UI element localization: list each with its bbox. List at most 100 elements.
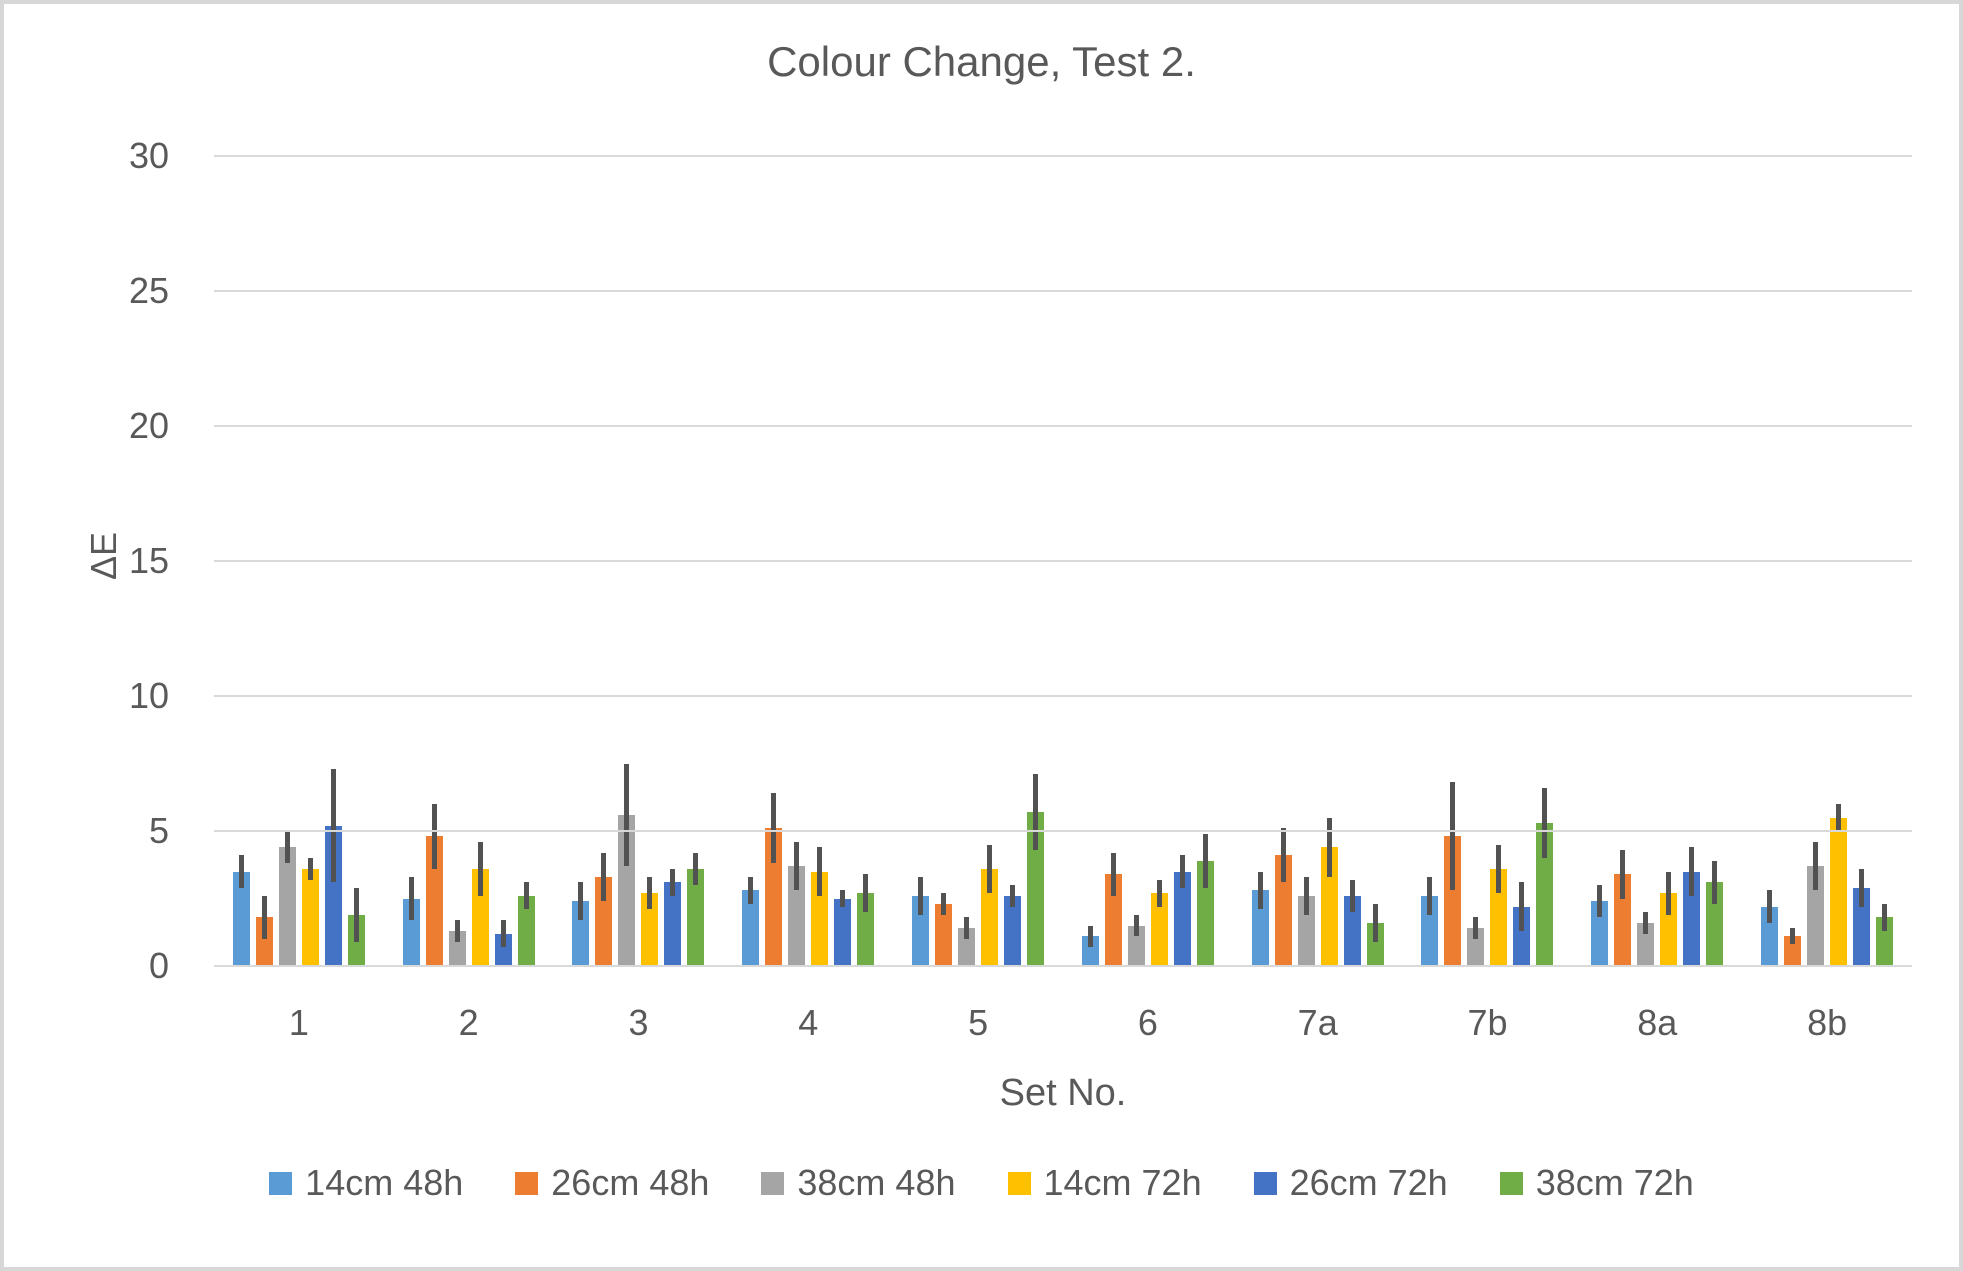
barwrap-14cm-72h-set-8b <box>1830 156 1848 966</box>
error-bar-26cm-48h-set-7a <box>1280 828 1286 883</box>
legend-label: 26cm 72h <box>1289 1162 1448 1203</box>
bar-14cm-72h-set-2 <box>471 868 489 966</box>
error-bar-26cm-72h-set-7a <box>1349 879 1355 912</box>
error-bar-38cm-48h-set-1 <box>284 831 290 864</box>
barwrap-26cm-48h-set-4 <box>765 156 783 966</box>
bar-14cm-72h-set-5 <box>981 868 999 966</box>
x-tick-label-4: 4 <box>798 1002 819 1043</box>
error-bar-14cm-72h-set-1 <box>307 858 313 880</box>
legend-swatch-icon <box>1499 1171 1523 1195</box>
bar-26cm-48h-set-8a <box>1614 874 1632 966</box>
bar-38cm-72h-set-4 <box>857 893 875 966</box>
y-tick-label-25: 25 <box>128 270 169 311</box>
error-bar-14cm-48h-set-6 <box>1087 925 1093 948</box>
bar-38cm-48h-set-1 <box>278 847 296 966</box>
legend-label: 14cm 48h <box>305 1162 464 1203</box>
error-bar-38cm-72h-set-7a <box>1372 903 1378 942</box>
bar-group-4 <box>723 156 893 966</box>
bar-14cm-48h-set-2 <box>402 898 420 966</box>
bar-38cm-48h-set-5 <box>958 928 976 966</box>
error-bar-38cm-48h-set-8a <box>1643 912 1649 934</box>
error-bar-26cm-48h-set-6 <box>1110 852 1116 896</box>
bar-38cm-72h-set-6 <box>1196 860 1214 966</box>
legend-swatch-icon <box>269 1171 293 1195</box>
bar-14cm-72h-set-1 <box>301 868 319 966</box>
error-bar-14cm-48h-set-3 <box>578 882 584 921</box>
barwrap-38cm-48h-set-7b <box>1467 156 1485 966</box>
bar-38cm-72h-set-7b <box>1536 822 1554 966</box>
y-tick-label-30: 30 <box>128 135 169 176</box>
error-bar-26cm-48h-set-1 <box>261 895 267 939</box>
bar-26cm-48h-set-2 <box>425 836 443 966</box>
error-bar-14cm-72h-set-4 <box>817 847 823 896</box>
error-bar-26cm-72h-set-5 <box>1010 885 1016 907</box>
error-bar-38cm-48h-set-2 <box>454 920 460 942</box>
error-bar-38cm-72h-set-6 <box>1202 833 1208 888</box>
bar-14cm-72h-set-6 <box>1150 893 1168 966</box>
barwrap-26cm-48h-set-5 <box>935 156 953 966</box>
bar-14cm-72h-set-7a <box>1320 847 1338 966</box>
legend-swatch-icon <box>1253 1171 1277 1195</box>
bar-14cm-72h-set-4 <box>811 871 829 966</box>
bar-14cm-48h-set-7a <box>1251 890 1269 966</box>
bar-14cm-48h-set-7b <box>1421 895 1439 966</box>
bar-group-8a <box>1572 156 1742 966</box>
barwrap-14cm-48h-set-8b <box>1761 156 1779 966</box>
error-bar-14cm-48h-set-8a <box>1597 885 1603 918</box>
error-bar-38cm-72h-set-8a <box>1712 860 1718 904</box>
legend-swatch-icon <box>515 1171 539 1195</box>
bar-14cm-72h-set-7b <box>1490 868 1508 966</box>
barwrap-14cm-48h-set-1 <box>232 156 250 966</box>
bar-38cm-72h-set-8b <box>1876 917 1894 966</box>
bar-26cm-72h-set-7b <box>1513 906 1531 966</box>
bar-26cm-72h-set-2 <box>494 933 512 966</box>
barwrap-26cm-72h-set-6 <box>1173 156 1191 966</box>
bar-14cm-48h-set-3 <box>572 901 590 966</box>
bar-14cm-72h-set-8a <box>1660 893 1678 966</box>
legend-swatch-icon <box>1007 1171 1031 1195</box>
bar-26cm-48h-set-7a <box>1274 855 1292 966</box>
barwrap-14cm-72h-set-8a <box>1660 156 1678 966</box>
error-bar-26cm-48h-set-7b <box>1450 782 1456 891</box>
bar-26cm-72h-set-1 <box>324 825 342 966</box>
x-tick-label-7a: 7a <box>1297 1002 1338 1043</box>
x-tick-label-1: 1 <box>288 1002 309 1043</box>
barwrap-14cm-48h-set-4 <box>742 156 760 966</box>
error-bar-38cm-48h-set-3 <box>624 763 630 867</box>
barwrap-38cm-48h-set-2 <box>448 156 466 966</box>
bar-14cm-48h-set-6 <box>1081 936 1099 966</box>
barwrap-14cm-48h-set-3 <box>572 156 590 966</box>
error-bar-26cm-72h-set-8a <box>1689 847 1695 896</box>
bar-14cm-72h-set-8b <box>1830 817 1848 966</box>
error-bar-38cm-48h-set-6 <box>1133 914 1139 937</box>
error-bar-38cm-48h-set-7b <box>1473 917 1479 939</box>
barwrap-38cm-48h-set-6 <box>1127 156 1145 966</box>
legend-item-38cm-48h: 38cm 48h <box>761 1162 956 1204</box>
bar-14cm-48h-set-5 <box>912 895 930 966</box>
error-bar-14cm-72h-set-5 <box>987 844 993 894</box>
barwrap-26cm-72h-set-2 <box>494 156 512 966</box>
barwrap-14cm-72h-set-3 <box>641 156 659 966</box>
bar-38cm-72h-set-8a <box>1706 882 1724 966</box>
barwrap-26cm-48h-set-3 <box>595 156 613 966</box>
barwrap-26cm-72h-set-8b <box>1853 156 1871 966</box>
barwrap-26cm-48h-set-1 <box>255 156 273 966</box>
bar-14cm-72h-set-3 <box>641 893 659 966</box>
error-bar-26cm-72h-set-3 <box>670 868 676 896</box>
error-bar-38cm-72h-set-3 <box>693 852 699 885</box>
bar-38cm-48h-set-7b <box>1467 928 1485 966</box>
bar-14cm-48h-set-4 <box>742 890 760 966</box>
error-bar-38cm-72h-set-4 <box>863 874 869 912</box>
bar-38cm-48h-set-7a <box>1297 895 1315 966</box>
error-bar-26cm-72h-set-2 <box>500 920 506 948</box>
barwrap-14cm-72h-set-5 <box>981 156 999 966</box>
bar-26cm-72h-set-8b <box>1853 887 1871 966</box>
barwrap-26cm-72h-set-7a <box>1343 156 1361 966</box>
barwrap-14cm-48h-set-7a <box>1251 156 1269 966</box>
barwrap-38cm-72h-set-4 <box>857 156 875 966</box>
error-bar-38cm-72h-set-2 <box>523 882 529 910</box>
bar-26cm-72h-set-7a <box>1343 895 1361 966</box>
gridline-y-5 <box>214 830 1912 832</box>
barwrap-14cm-48h-set-6 <box>1081 156 1099 966</box>
bar-14cm-48h-set-8b <box>1761 906 1779 966</box>
